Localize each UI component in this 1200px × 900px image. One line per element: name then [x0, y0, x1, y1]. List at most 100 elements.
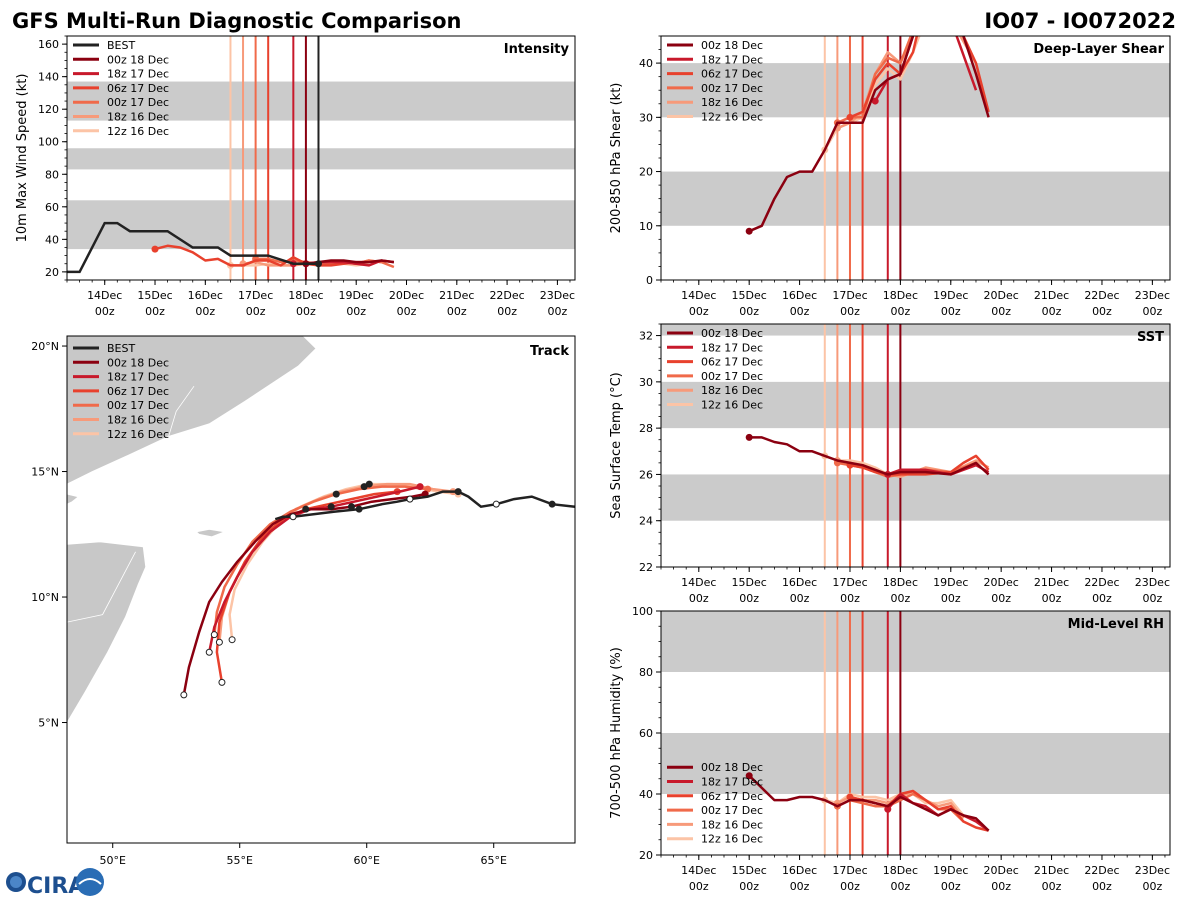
track-best-point: [406, 495, 414, 503]
sst-x-tick-hour: 00z: [890, 592, 910, 605]
intensity-legend-label: 06z 17 Dec: [107, 82, 169, 95]
shear-x-tick-day: 21Dec: [1034, 289, 1069, 302]
intensity-title: Intensity: [504, 42, 570, 57]
rh-band-1: [661, 611, 1170, 672]
sst-x-tick-day: 15Dec: [732, 576, 767, 589]
sst-x-tick-hour: 00z: [739, 592, 759, 605]
intensity-x-tick-day: 16Dec: [188, 289, 223, 302]
rh-x-tick-hour: 00z: [991, 880, 1011, 893]
shear-x-tick-hour: 00z: [790, 305, 810, 318]
intensity-y-tick-label: 120: [38, 103, 59, 116]
rh-series-2-init-point: [846, 793, 854, 801]
shear-x-tick-hour: 00z: [890, 305, 910, 318]
sst-x-tick-hour: 00z: [840, 592, 860, 605]
track-end-marker: [210, 631, 218, 639]
track-plot-area: [67, 336, 575, 843]
shear-x-tick-day: 15Dec: [732, 289, 767, 302]
border-oman-yemen: [168, 385, 195, 437]
sst-y-tick-label: 26: [639, 468, 653, 481]
intensity-best-track-line: [67, 221, 319, 274]
sst-x-tick-day: 14Dec: [681, 576, 716, 589]
rh-x-tick-day: 18Dec: [883, 864, 918, 877]
rh-x-tick-hour: 00z: [1142, 880, 1162, 893]
track-x-tick-label: 60°E: [353, 854, 379, 867]
sst-y-tick-label: 22: [639, 561, 653, 574]
sst-series-2: [849, 454, 990, 476]
shear-x-tick-day: 18Dec: [883, 289, 918, 302]
intensity-x-tick-hour: 00z: [195, 305, 215, 318]
logo-text: CIRA: [27, 874, 85, 899]
track-end-marker: [180, 691, 188, 699]
track-day-marker: [365, 480, 373, 488]
intensity-y-axis-label: 10m Max Wind Speed (kt): [15, 74, 30, 243]
intensity-series-2: [154, 244, 369, 267]
seal-wave-icon: [78, 878, 102, 885]
intensity-panel: 20 40 60 80 100 120 140 160 10m Max Wind Speed (…: [15, 35, 576, 318]
track-best-point: [289, 513, 297, 521]
track-series-1-init-point: [416, 483, 424, 491]
track-end-marker: [228, 636, 236, 644]
sst-x-tick-hour: 00z: [1092, 592, 1112, 605]
intensity-best-point: [314, 260, 322, 268]
shear-x-tick-hour: 00z: [941, 305, 961, 318]
shear-legend-label: 00z 18 Dec: [701, 39, 763, 52]
sst-band-2: [661, 324, 1170, 336]
shear-x-tick-hour: 00z: [739, 305, 759, 318]
rh-plot-area: [661, 611, 1170, 855]
intensity-x-tick-day: 20Dec: [389, 289, 424, 302]
track-series-0: [182, 492, 426, 696]
intensity-legend-label: 00z 18 Dec: [107, 53, 169, 66]
rh-x-tick-hour: 00z: [739, 880, 759, 893]
shear-series-0-init-point: [745, 227, 753, 235]
intensity-x-tick-hour: 00z: [246, 305, 266, 318]
intensity-x-tick-hour: 00z: [497, 305, 517, 318]
intensity-plot-area: [67, 36, 575, 280]
intensity-band-0: [67, 200, 575, 250]
somalia-land: [67, 541, 147, 724]
rh-y-tick-label: 20: [639, 849, 653, 862]
sst-frame: [660, 323, 1171, 568]
gulf-aden-coast-land: [67, 491, 86, 505]
sst-y-tick-label: 24: [639, 515, 653, 528]
shear-band-0: [661, 171, 1170, 226]
cira-logo: CIRA: [6, 868, 104, 899]
sst-y-tick-label: 28: [639, 422, 653, 435]
sst-legend-label: 00z 17 Dec: [701, 370, 763, 383]
sst-legend-label: 12z 16 Dec: [701, 399, 763, 412]
intensity-x-tick-hour: 00z: [145, 305, 165, 318]
shear-x-tick-day: 23Dec: [1135, 289, 1170, 302]
track-title: Track: [530, 344, 569, 359]
shear-legend-label: 06z 17 Dec: [701, 68, 763, 81]
track-legend-label: 00z 17 Dec: [107, 399, 169, 412]
track-best-point: [454, 488, 462, 496]
rh-y-tick-label: 100: [632, 605, 653, 618]
sst-y-tick-label: 32: [639, 330, 653, 343]
rh-band-0: [661, 733, 1170, 794]
rh-x-tick-day: 22Dec: [1084, 864, 1119, 877]
track-day-marker: [302, 505, 310, 513]
shear-x-tick-hour: 00z: [1092, 305, 1112, 318]
shear-plot-area: [661, 36, 1170, 280]
track-legend-label: 00z 18 Dec: [107, 356, 169, 369]
rh-series-0-init-point: [745, 772, 753, 780]
rh-x-tick-day: 17Dec: [832, 864, 867, 877]
rh-x-tick-hour: 00z: [1092, 880, 1112, 893]
arabia-land: [67, 336, 317, 485]
track-best-point: [548, 500, 556, 508]
shear-x-tick-day: 17Dec: [832, 289, 867, 302]
rh-panel: 20 40 60 80 100 700-500 hPa Humidity (%) 14Dec…: [609, 605, 1171, 893]
shear-x-tick-day: 20Dec: [984, 289, 1019, 302]
rh-x-tick-day: 16Dec: [782, 864, 817, 877]
intensity-x-tick-day: 23Dec: [540, 289, 575, 302]
rh-x-tick-day: 14Dec: [681, 864, 716, 877]
rh-title: Mid-Level RH: [1068, 617, 1164, 632]
rh-x-tick-hour: 00z: [890, 880, 910, 893]
shear-legend-label: 18z 17 Dec: [701, 53, 763, 66]
sst-x-tick-hour: 00z: [991, 592, 1011, 605]
intensity-y-tick-label: 140: [38, 71, 59, 84]
shear-y-tick-label: 0: [646, 274, 653, 287]
